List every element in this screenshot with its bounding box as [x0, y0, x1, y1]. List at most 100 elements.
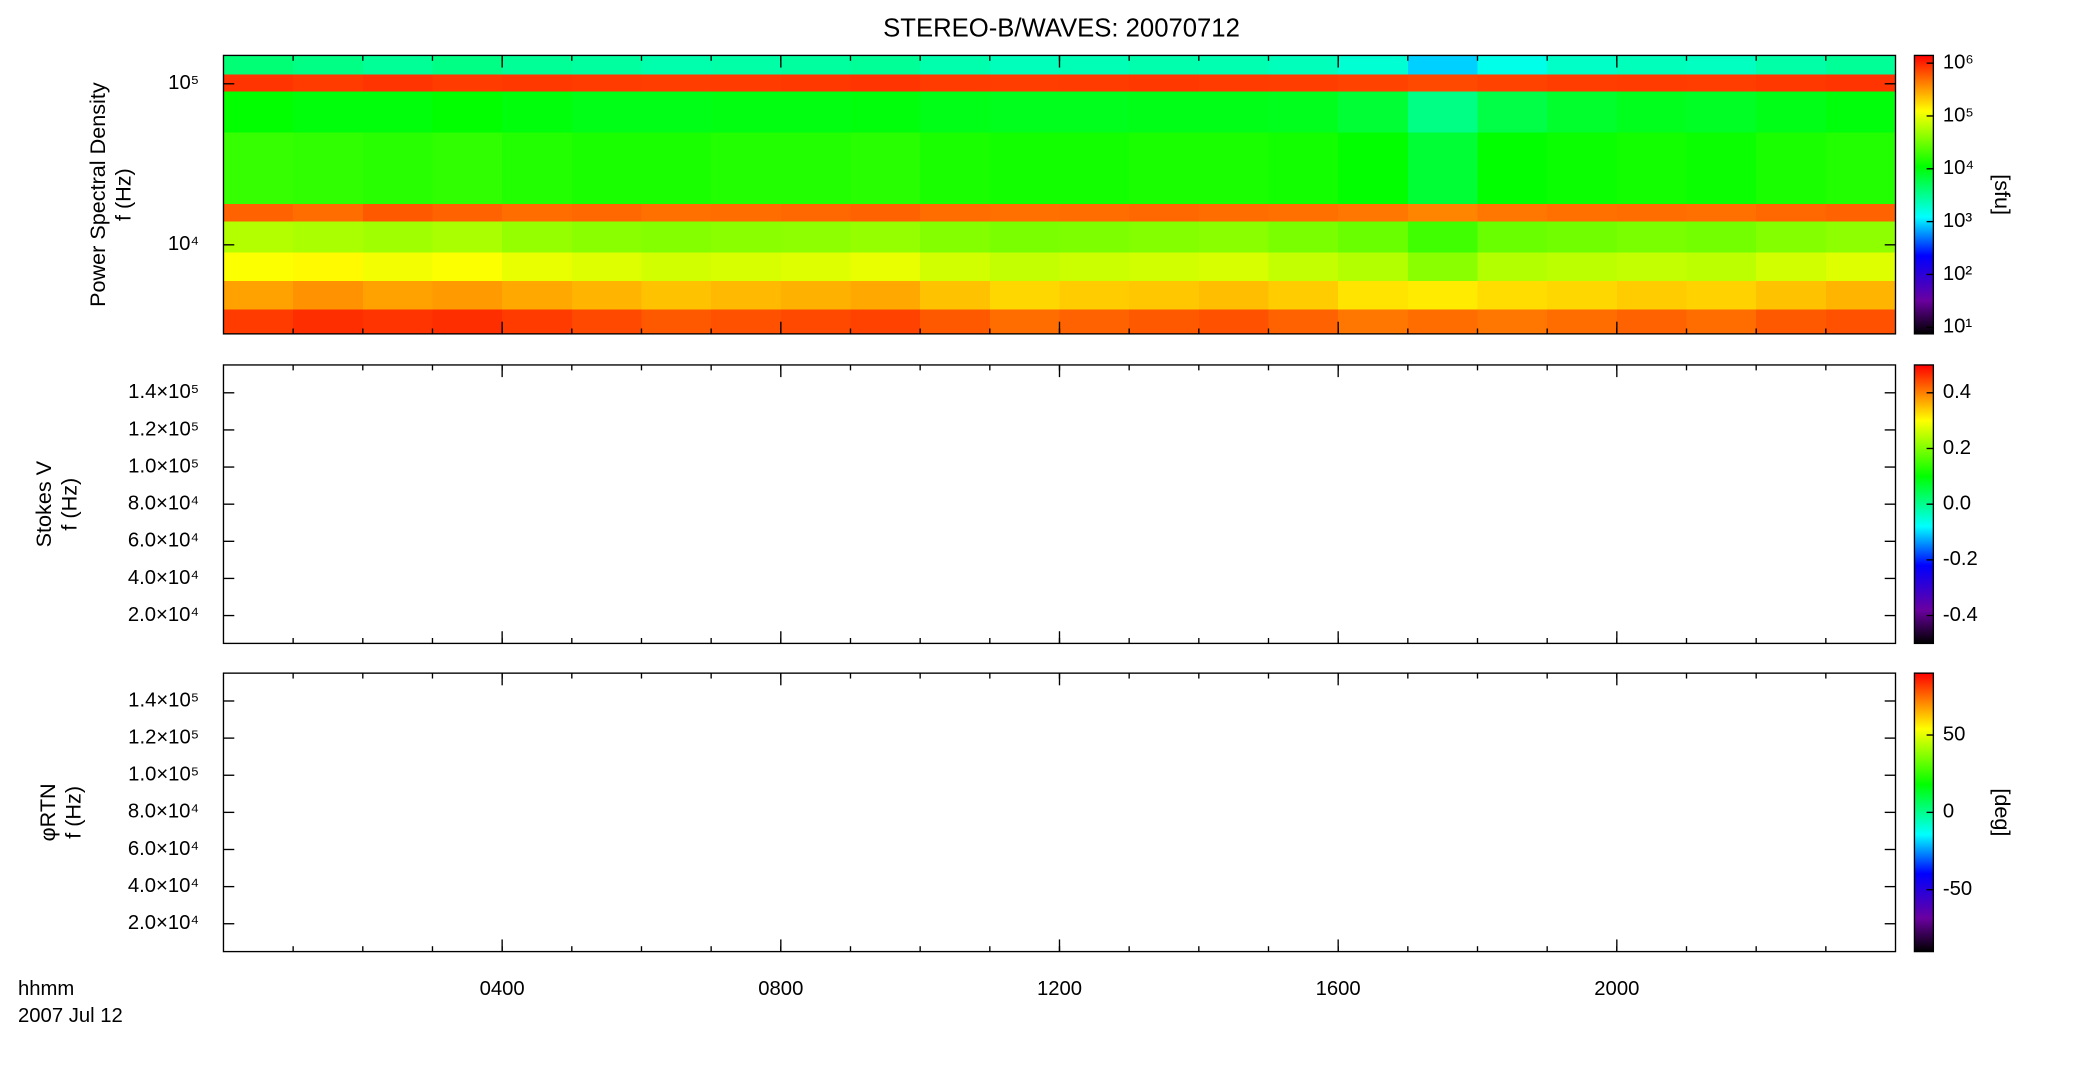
- spectrogram-cell: [1547, 132, 1618, 205]
- spectrogram-cell: [780, 308, 851, 335]
- spectrogram-cell: [432, 203, 503, 222]
- spectrogram-cell: [571, 280, 642, 310]
- spectrogram-cell: [502, 91, 573, 133]
- colorbar-tick-label: -0.2: [1943, 548, 1978, 570]
- spectrogram-cell: [780, 55, 851, 75]
- spectrogram-cell: [1825, 308, 1896, 335]
- spectrogram-cell: [502, 203, 573, 222]
- x-axis-label: 2007 Jul 12: [18, 1005, 123, 1027]
- y-tick-label: 8.0×10⁴: [128, 493, 199, 515]
- spectrogram-cell: [1756, 280, 1827, 310]
- spectrogram-cell: [641, 55, 712, 75]
- spectrogram-cell: [223, 132, 294, 205]
- spectrogram-cell: [1825, 55, 1896, 75]
- spectrogram-cell: [223, 308, 294, 335]
- spectrogram-cell: [1338, 91, 1409, 133]
- spectrogram-cell: [1756, 55, 1827, 75]
- spectrogram-cell: [502, 252, 573, 281]
- colorbar-tick-label: 0.0: [1943, 493, 1971, 515]
- spectrogram-cell: [1059, 132, 1130, 205]
- spectrogram-cell: [850, 252, 921, 281]
- spectrogram-cell: [1407, 91, 1478, 133]
- spectrogram-cell: [920, 74, 991, 92]
- plot-frame: [222, 364, 1897, 645]
- spectrogram-cell: [1477, 221, 1548, 253]
- spectrogram-cell: [1407, 132, 1478, 205]
- spectrogram-cell: [1268, 132, 1339, 205]
- spectrogram-cell: [1059, 91, 1130, 133]
- spectrogram-cell: [1686, 203, 1757, 222]
- spectrogram-cell: [1477, 74, 1548, 92]
- spectrogram-cell: [1616, 203, 1687, 222]
- spectrogram-cell: [920, 221, 991, 253]
- spectrogram-cell: [920, 55, 991, 75]
- spectrogram-cell: [1198, 74, 1269, 92]
- spectrogram-cell: [1268, 221, 1339, 253]
- figure-title: STEREO-B/WAVES: 20070712: [883, 15, 1240, 43]
- spectrogram-cell: [780, 280, 851, 310]
- spectrogram-cell: [1616, 74, 1687, 92]
- y-tick-label: 4.0×10⁴: [128, 567, 199, 589]
- spectrogram-cell: [850, 132, 921, 205]
- spectrogram-cell: [641, 308, 712, 335]
- y-axis-label: Power Spectral Density: [85, 82, 110, 307]
- y-tick-label: 2.0×10⁴: [128, 912, 199, 934]
- spectrogram-cell: [989, 55, 1060, 75]
- spectrogram-cell: [502, 74, 573, 92]
- spectrogram-cell: [1129, 252, 1200, 281]
- spectrogram-cell: [1825, 252, 1896, 281]
- spectrogram-cell: [920, 252, 991, 281]
- spectrogram-cell: [1477, 203, 1548, 222]
- spectrogram-cell: [1198, 203, 1269, 222]
- spectrogram-cell: [989, 221, 1060, 253]
- spectrogram-cell: [571, 221, 642, 253]
- spectrogram-cell: [293, 308, 364, 335]
- colorbar-label: [deg]: [1990, 788, 2015, 836]
- spectrogram-cell: [989, 308, 1060, 335]
- spectrogram-cell: [1407, 74, 1478, 92]
- spectrogram-cell: [502, 55, 573, 75]
- spectrogram-cell: [1198, 55, 1269, 75]
- spectrogram-cell: [571, 55, 642, 75]
- spectrogram-cell: [1338, 203, 1409, 222]
- spectrogram-cell: [711, 308, 782, 335]
- spectrogram-cell: [293, 221, 364, 253]
- spectrogram-cell: [1756, 74, 1827, 92]
- spectrogram-cell: [989, 74, 1060, 92]
- spectrogram-cell: [1756, 221, 1827, 253]
- spectrogram-cell: [780, 221, 851, 253]
- y-tick-label: 4.0×10⁴: [128, 875, 199, 897]
- colorbar-tick-label: 10⁵: [1943, 104, 1974, 126]
- colorbar-tick-label: 10³: [1943, 210, 1973, 232]
- spectrogram-cell: [1129, 280, 1200, 310]
- spectrogram-cell: [1059, 308, 1130, 335]
- spectrogram-cell: [989, 91, 1060, 133]
- spectrogram-cell: [571, 308, 642, 335]
- spectrogram-cell: [1547, 55, 1618, 75]
- spectrogram-cell: [1059, 252, 1130, 281]
- spectrogram-cell: [711, 91, 782, 133]
- spectrogram-cell: [1268, 203, 1339, 222]
- colorbar-label: [sfu]: [1990, 174, 2015, 215]
- spectrogram-cell: [711, 132, 782, 205]
- spectrogram-cell: [1268, 74, 1339, 92]
- y-tick-label: 1.2×10⁵: [128, 418, 199, 440]
- spectrogram-cell: [641, 221, 712, 253]
- spectrogram-cell: [1338, 280, 1409, 310]
- spectrogram-cell: [1825, 280, 1896, 310]
- spectrogram-cell: [1129, 132, 1200, 205]
- spectrogram-cell: [293, 55, 364, 75]
- spectrogram-cell: [1616, 91, 1687, 133]
- spectrogram-cell: [850, 74, 921, 92]
- spectrogram-cell: [989, 203, 1060, 222]
- spectrogram-cell: [432, 74, 503, 92]
- x-tick-label: 1200: [1037, 978, 1082, 1000]
- spectrogram-cell: [432, 221, 503, 253]
- y-tick-label: 6.0×10⁴: [128, 530, 199, 552]
- spectrogram-cell: [293, 74, 364, 92]
- spectrogram-cell: [1616, 221, 1687, 253]
- spectrogram-cell: [1547, 74, 1618, 92]
- spectrogram-cell: [1407, 308, 1478, 335]
